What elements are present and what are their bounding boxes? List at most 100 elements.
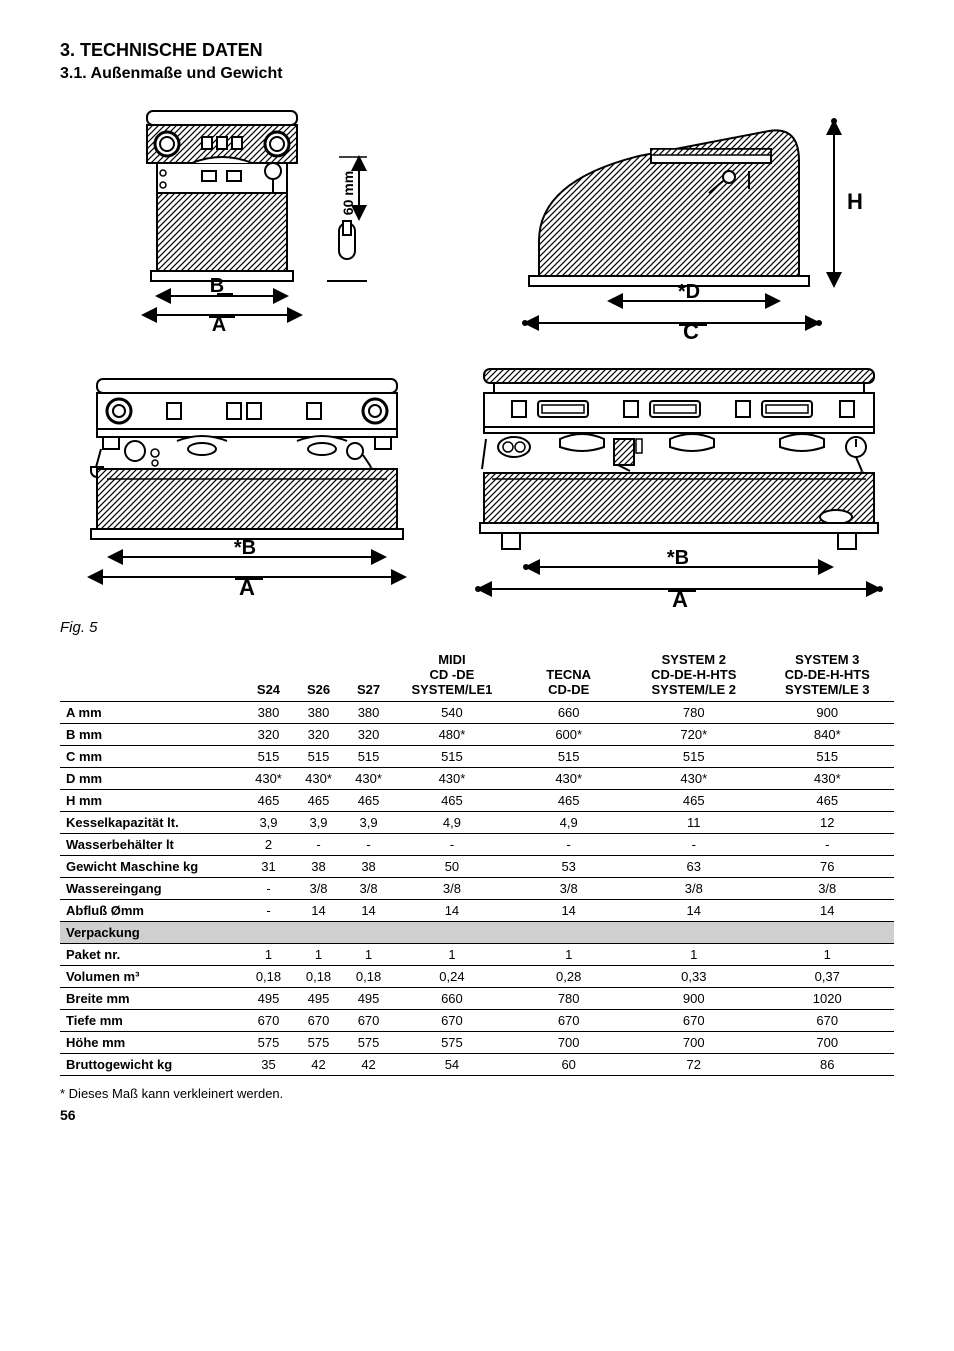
table-cell: 575 (294, 1031, 344, 1053)
table-cell: 465 (394, 789, 511, 811)
table-cell: 1020 (761, 987, 895, 1009)
table-cell: 60 (510, 1053, 627, 1075)
subsection-title: 3.1. Außenmaße und Gewicht (60, 65, 894, 83)
table-cell: 700 (627, 1031, 760, 1053)
table-row-label: Paket nr. (60, 943, 243, 965)
table-row-label: H mm (60, 789, 243, 811)
table-cell: 780 (510, 987, 627, 1009)
table-cell: 495 (294, 987, 344, 1009)
table-cell: - (243, 899, 293, 921)
table-cell: 515 (394, 745, 511, 767)
table-header-cell: SYSTEM 2CD-DE-H-HTSSYSTEM/LE 2 (627, 650, 760, 701)
table-cell: 515 (761, 745, 895, 767)
table-row: Bruttogewicht kg35424254607286 (60, 1053, 894, 1075)
table-cell: 0,18 (344, 965, 394, 987)
table-cell: 600* (510, 723, 627, 745)
page-number: 56 (60, 1107, 894, 1123)
page: 3. TECHNISCHE DATEN 3.1. Außenmaße und G… (0, 0, 954, 1143)
table-cell: - (761, 833, 895, 855)
table-cell: 515 (510, 745, 627, 767)
table-cell: 3/8 (510, 877, 627, 899)
table-header-cell (60, 650, 243, 701)
table-cell: 430* (761, 767, 895, 789)
table-row-label: Bruttogewicht kg (60, 1053, 243, 1075)
table-cell: 1 (394, 943, 511, 965)
table-cell: 4,9 (394, 811, 511, 833)
table-row: Gewicht Maschine kg31383850536376 (60, 855, 894, 877)
table-cell: 0,18 (294, 965, 344, 987)
table-cell: 35 (243, 1053, 293, 1075)
table-cell: 465 (510, 789, 627, 811)
table-cell: 430* (243, 767, 293, 789)
table-row-label: Tiefe mm (60, 1009, 243, 1031)
table-cell: 1 (627, 943, 760, 965)
table-cell: 465 (344, 789, 394, 811)
table-cell: 14 (761, 899, 895, 921)
table-cell: 0,24 (394, 965, 511, 987)
dim-label-H: H (847, 189, 863, 214)
table-row-label: Höhe mm (60, 1031, 243, 1053)
table-cell: 0,18 (243, 965, 293, 987)
table-cell: 575 (394, 1031, 511, 1053)
table-row: Höhe mm575575575575700700700 (60, 1031, 894, 1053)
table-header-cell: SYSTEM 3CD-DE-H-HTSSYSTEM/LE 3 (761, 650, 895, 701)
table-section-cell: Verpackung (60, 921, 894, 943)
table-cell: 430* (394, 767, 511, 789)
table-cell: 515 (294, 745, 344, 767)
table-cell: 465 (761, 789, 895, 811)
table-cell: 63 (627, 855, 760, 877)
specs-table: S24S26S27MIDICD -DESYSTEM/LE1TECNACD-DES… (60, 650, 894, 1076)
table-cell: 670 (394, 1009, 511, 1031)
table-cell: 3/8 (394, 877, 511, 899)
table-cell: 1 (294, 943, 344, 965)
table-cell: 0,28 (510, 965, 627, 987)
table-cell: - (294, 833, 344, 855)
table-cell: 430* (344, 767, 394, 789)
table-cell: 42 (344, 1053, 394, 1075)
table-row: Tiefe mm670670670670670670670 (60, 1009, 894, 1031)
table-cell: 11 (627, 811, 760, 833)
table-row: Wassereingang-3/83/83/83/83/83/8 (60, 877, 894, 899)
table-cell: - (344, 833, 394, 855)
table-cell: 670 (294, 1009, 344, 1031)
table-cell: 575 (344, 1031, 394, 1053)
table-header-cell: S27 (344, 650, 394, 701)
table-cell: 76 (761, 855, 895, 877)
table-cell: 670 (510, 1009, 627, 1031)
table-row: B mm320320320480*600*720*840* (60, 723, 894, 745)
table-cell: 515 (627, 745, 760, 767)
table-row-label: Breite mm (60, 987, 243, 1009)
table-cell: 465 (627, 789, 760, 811)
table-row: Breite mm4954954956607809001020 (60, 987, 894, 1009)
table-cell: 50 (394, 855, 511, 877)
table-cell: 660 (394, 987, 511, 1009)
table-header-row: S24S26S27MIDICD -DESYSTEM/LE1TECNACD-DES… (60, 650, 894, 701)
table-row: D mm430*430*430*430*430*430*430* (60, 767, 894, 789)
table-cell: 0,33 (627, 965, 760, 987)
table-header-cell: TECNACD-DE (510, 650, 627, 701)
table-row: A mm380380380540660780900 (60, 701, 894, 723)
dim-label-C: C (683, 319, 699, 341)
table-cell: 430* (294, 767, 344, 789)
table-cell: 515 (344, 745, 394, 767)
table-cell: 1 (243, 943, 293, 965)
table-cell: 4,9 (510, 811, 627, 833)
table-cell: 0,37 (761, 965, 895, 987)
table-cell: 465 (294, 789, 344, 811)
table-row-label: Wasserbehälter lt (60, 833, 243, 855)
table-row: Volumen m³0,180,180,180,240,280,330,37 (60, 965, 894, 987)
table-cell: 3,9 (344, 811, 394, 833)
table-cell: 38 (344, 855, 394, 877)
table-cell: 540 (394, 701, 511, 723)
table-cell: 575 (243, 1031, 293, 1053)
figure-caption: Fig. 5 (60, 619, 894, 636)
table-cell: 3/8 (344, 877, 394, 899)
table-cell: 1 (510, 943, 627, 965)
table-cell: 12 (761, 811, 895, 833)
table-cell: 2 (243, 833, 293, 855)
table-cell: 3,9 (243, 811, 293, 833)
table-body: A mm380380380540660780900B mm32032032048… (60, 701, 894, 1075)
table-cell: - (627, 833, 760, 855)
dim-label-B: *B (234, 537, 256, 559)
table-row-label: D mm (60, 767, 243, 789)
